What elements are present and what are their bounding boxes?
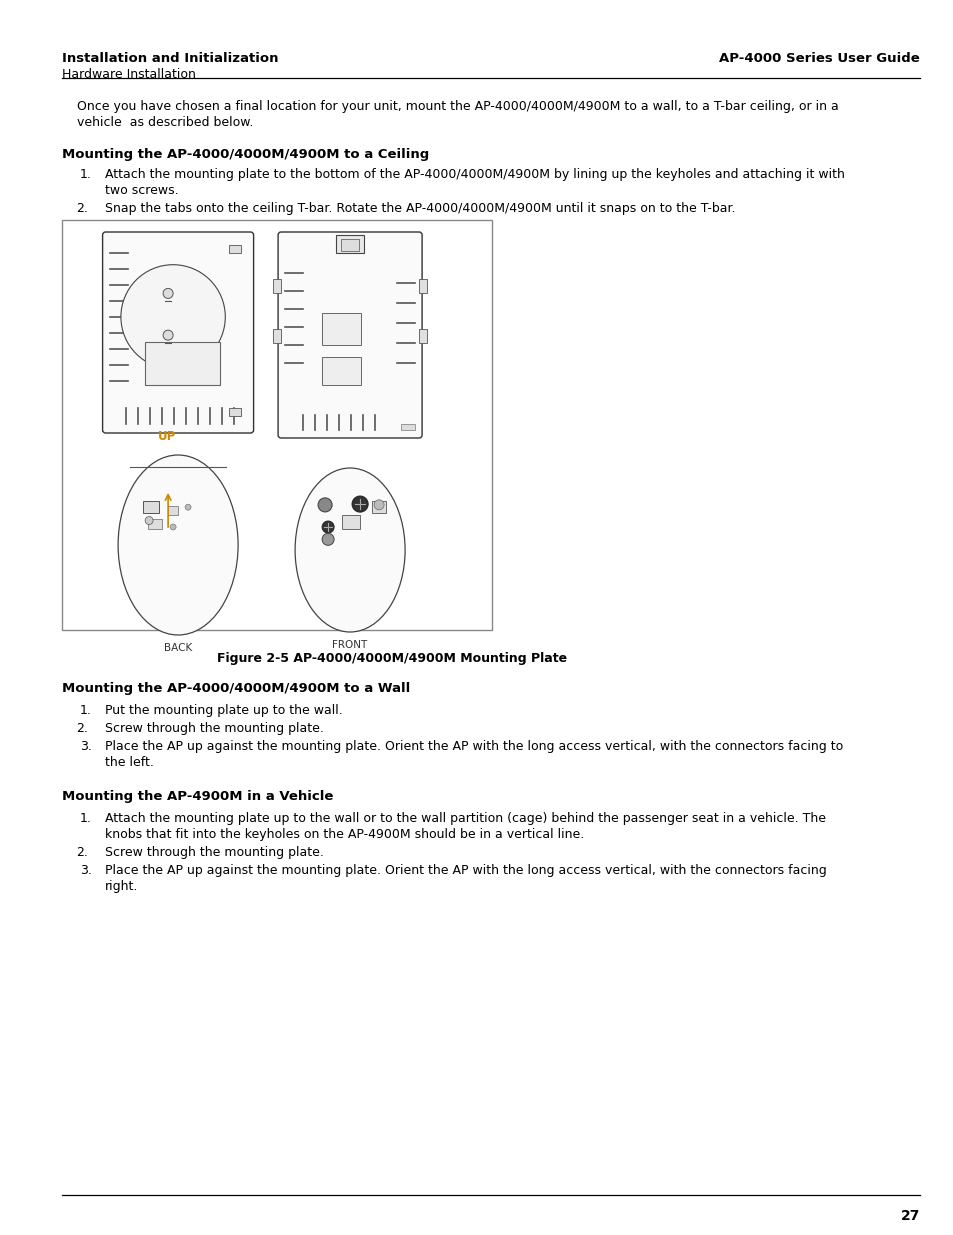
Text: FRONT: FRONT (333, 640, 367, 650)
Bar (418, 279, 427, 293)
Circle shape (163, 289, 172, 299)
Circle shape (185, 504, 191, 510)
Bar (143, 500, 159, 513)
Bar (273, 329, 281, 343)
Circle shape (322, 521, 334, 534)
Circle shape (317, 498, 332, 511)
Bar (148, 519, 162, 529)
Text: Screw through the mounting plate.: Screw through the mounting plate. (105, 722, 323, 735)
Text: 2.: 2. (76, 203, 88, 215)
Text: 3.: 3. (80, 864, 91, 877)
Text: Figure 2-5 AP-4000/4000M/4900M Mounting Plate: Figure 2-5 AP-4000/4000M/4900M Mounting … (216, 652, 566, 664)
Text: AP-4000 Series User Guide: AP-4000 Series User Guide (719, 52, 919, 65)
Ellipse shape (118, 454, 238, 635)
Text: 27: 27 (900, 1209, 919, 1223)
Circle shape (163, 330, 172, 340)
Bar (322, 312, 361, 345)
Text: Mounting the AP-4000/4000M/4900M to a Wall: Mounting the AP-4000/4000M/4900M to a Wa… (62, 682, 410, 695)
Text: Snap the tabs onto the ceiling T-bar. Rotate the AP-4000/4000M/4900M until it sn: Snap the tabs onto the ceiling T-bar. Ro… (105, 203, 735, 215)
Bar (229, 408, 240, 416)
Bar (229, 245, 240, 253)
Text: BACK: BACK (164, 643, 192, 653)
Text: Place the AP up against the mounting plate. Orient the AP with the long access v: Place the AP up against the mounting pla… (105, 740, 842, 753)
Text: knobs that fit into the keyholes on the AP-4900M should be in a vertical line.: knobs that fit into the keyholes on the … (105, 827, 583, 841)
Text: UP: UP (158, 430, 176, 443)
Bar (400, 424, 415, 430)
Text: Screw through the mounting plate.: Screw through the mounting plate. (105, 846, 323, 860)
Bar (62, 220, 492, 630)
Circle shape (170, 524, 176, 530)
Bar (273, 279, 281, 293)
Text: 1.: 1. (80, 704, 91, 718)
Text: Place the AP up against the mounting plate. Orient the AP with the long access v: Place the AP up against the mounting pla… (105, 864, 826, 877)
Text: 2.: 2. (76, 846, 88, 860)
Text: 1.: 1. (80, 811, 91, 825)
Bar (342, 515, 359, 529)
Text: 3.: 3. (80, 740, 91, 753)
Text: 1.: 1. (80, 168, 91, 182)
Circle shape (322, 534, 334, 546)
Text: two screws.: two screws. (105, 184, 178, 198)
Circle shape (374, 500, 384, 510)
Text: Attach the mounting plate to the bottom of the AP-4000/4000M/4900M by lining up : Attach the mounting plate to the bottom … (105, 168, 844, 182)
Bar (322, 357, 361, 385)
FancyBboxPatch shape (278, 232, 421, 438)
Text: vehicle  as described below.: vehicle as described below. (77, 116, 253, 128)
Text: the left.: the left. (105, 756, 153, 769)
Bar (168, 506, 178, 515)
Circle shape (121, 264, 225, 369)
Text: Attach the mounting plate up to the wall or to the wall partition (cage) behind : Attach the mounting plate up to the wall… (105, 811, 825, 825)
Text: Hardware Installation: Hardware Installation (62, 68, 195, 82)
Text: right.: right. (105, 881, 138, 893)
Text: Put the mounting plate up to the wall.: Put the mounting plate up to the wall. (105, 704, 342, 718)
Bar (418, 329, 427, 343)
Bar (372, 501, 386, 513)
Bar (341, 240, 358, 251)
Circle shape (352, 496, 368, 513)
Text: Mounting the AP-4900M in a Vehicle: Mounting the AP-4900M in a Vehicle (62, 790, 333, 803)
Ellipse shape (294, 468, 405, 632)
Bar (335, 235, 364, 253)
Text: Installation and Initialization: Installation and Initialization (62, 52, 278, 65)
Text: Once you have chosen a final location for your unit, mount the AP-4000/4000M/490: Once you have chosen a final location fo… (77, 100, 838, 112)
Bar (145, 342, 220, 385)
FancyBboxPatch shape (103, 232, 253, 433)
Text: Mounting the AP-4000/4000M/4900M to a Ceiling: Mounting the AP-4000/4000M/4900M to a Ce… (62, 148, 429, 161)
Circle shape (145, 516, 152, 525)
Text: 2.: 2. (76, 722, 88, 735)
